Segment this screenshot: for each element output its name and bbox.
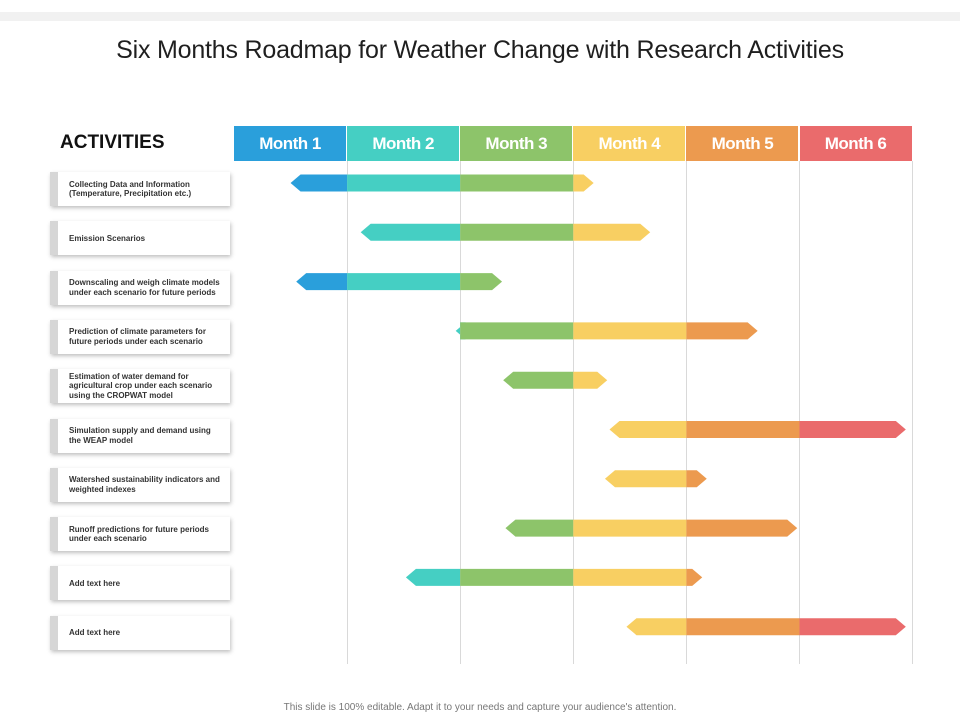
top-strip [0, 12, 960, 21]
bar-segment-month-5 [686, 568, 703, 586]
month-header-4: Month 4 [573, 126, 686, 161]
activity-label: Prediction of climate parameters for fut… [69, 327, 206, 346]
bar-segment-month-4 [604, 470, 687, 488]
activity-item: Downscaling and weigh climate models und… [50, 270, 230, 305]
activity-label: Simulation supply and demand using the W… [69, 426, 211, 445]
bar-segment-month-4 [573, 371, 608, 389]
activity-bar-8 [505, 519, 798, 537]
bar-segment-month-5 [686, 322, 758, 340]
month-header-3: Month 3 [460, 126, 573, 161]
bar-segment-month-3 [460, 273, 503, 291]
activity-item: Collecting Data and Information (Tempera… [50, 172, 230, 206]
bar-segment-month-6 [799, 618, 906, 636]
activity-bar-5 [503, 371, 608, 389]
month-header-5: Month 5 [686, 126, 799, 161]
month-header-2: Month 2 [347, 126, 460, 161]
bar-segment-month-3 [460, 322, 574, 340]
bar-segment-month-5 [686, 470, 707, 488]
bar-segment-month-3 [503, 371, 574, 389]
bar-segment-month-2 [405, 568, 461, 586]
bar-segment-month-6 [799, 421, 906, 438]
activity-item: Prediction of climate parameters for fut… [50, 319, 230, 354]
bar-segment-month-4 [573, 174, 594, 192]
activity-label: Downscaling and weigh climate models und… [69, 278, 220, 297]
bar-segment-month-3 [460, 174, 574, 192]
bar-segment-month-2 [347, 273, 461, 291]
activity-bar-9 [405, 568, 703, 586]
activity-item: Watershed sustainability indicators and … [50, 467, 230, 502]
activity-label: Add text here [69, 578, 121, 588]
bar-segment-month-5 [686, 519, 798, 537]
activity-item: Emission Scenarios [50, 221, 230, 256]
activity-item: Add text here [50, 566, 230, 601]
activity-label: Estimation of water demand for agricultu… [69, 371, 213, 400]
activity-bar-7 [604, 470, 707, 488]
bar-segment-month-4 [573, 322, 687, 340]
activity-label: Runoff predictions for future periods un… [69, 524, 209, 544]
gridline-3 [573, 161, 574, 664]
gridline-1 [347, 161, 348, 664]
activity-bar-4 [455, 322, 758, 340]
gridline-4 [686, 161, 687, 664]
bar-segment-month-4 [573, 568, 687, 586]
gridline-5 [799, 161, 800, 664]
bar-segment-month-2 [360, 223, 461, 241]
activity-label: Add text here [69, 627, 121, 637]
bar-segment-month-3 [460, 223, 574, 241]
activity-bar-3 [296, 273, 503, 291]
page-title: Six Months Roadmap for Weather Change wi… [116, 36, 844, 64]
bar-segment-month-2 [347, 174, 461, 192]
bar-segment-month-1 [296, 273, 348, 291]
bar-segment-month-5 [686, 421, 800, 438]
activity-item: Simulation supply and demand using the W… [50, 418, 230, 453]
gridline-6 [912, 161, 913, 664]
gridline-2 [460, 161, 461, 664]
activity-label: Collecting Data and Information (Tempera… [69, 179, 192, 199]
activity-item: Add text here [50, 615, 230, 650]
month-header-1: Month 1 [234, 126, 347, 161]
bar-segment-month-4 [573, 223, 651, 241]
bar-segment-month-4 [609, 421, 687, 438]
bar-segment-month-5 [686, 618, 800, 636]
bar-segment-month-3 [505, 519, 574, 537]
activity-item: Runoff predictions for future periods un… [50, 517, 230, 552]
bar-segment-month-4 [626, 618, 687, 636]
activity-label: Emission Scenarios [69, 233, 146, 243]
activity-bar-2 [360, 223, 651, 241]
activities-heading: ACTIVITIES [60, 132, 165, 153]
footer-note: This slide is 100% editable. Adapt it to… [283, 702, 677, 713]
bar-segment-month-1 [290, 174, 348, 192]
bar-segment-month-4 [573, 519, 687, 537]
activity-label: Watershed sustainability indicators and … [69, 475, 220, 494]
activity-bar-10 [626, 618, 906, 636]
bar-segment-month-3 [460, 568, 574, 586]
month-header-6: Month 6 [799, 126, 912, 161]
activity-bar-1 [290, 174, 594, 192]
activity-bar-6 [609, 421, 906, 438]
activity-item: Estimation of water demand for agricultu… [50, 369, 230, 404]
